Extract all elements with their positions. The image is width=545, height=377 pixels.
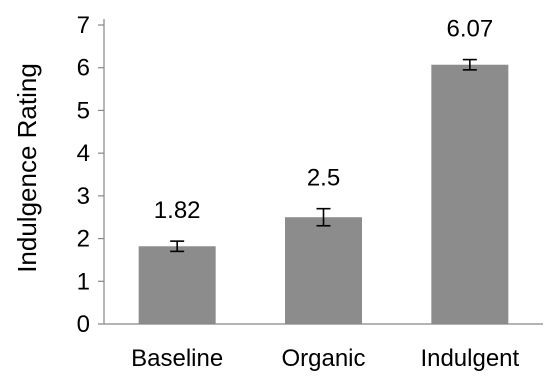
category-label-baseline: Baseline: [131, 345, 223, 372]
bar-indulgent: [431, 64, 509, 324]
y-axis-ticks: 0 1 2 3 4 5 6 7: [77, 12, 104, 338]
y-tick-label: 7: [77, 12, 90, 39]
y-tick-label: 4: [77, 140, 90, 167]
y-axis-title-group: Indulgence Rating: [12, 63, 42, 273]
y-tick-label: 2: [77, 226, 90, 253]
bar-organic: [285, 217, 362, 324]
data-label-baseline: 1.82: [154, 197, 201, 224]
y-tick-label: 5: [77, 97, 90, 124]
bars: 1.82 2.5 6.07: [138, 16, 509, 324]
y-tick-label: 1: [77, 268, 90, 295]
category-label-organic: Organic: [281, 345, 365, 372]
y-tick-label: 3: [77, 183, 90, 210]
y-axis-title: Indulgence Rating: [12, 63, 42, 273]
y-tick-label: 6: [77, 55, 90, 82]
data-label-indulgent: 6.07: [446, 16, 493, 43]
category-label-indulgent: Indulgent: [420, 345, 519, 372]
data-label-organic: 2.5: [307, 165, 340, 192]
axes: Baseline Organic Indulgent: [103, 19, 543, 372]
bar-baseline: [138, 246, 216, 324]
y-tick-label: 0: [77, 311, 90, 338]
